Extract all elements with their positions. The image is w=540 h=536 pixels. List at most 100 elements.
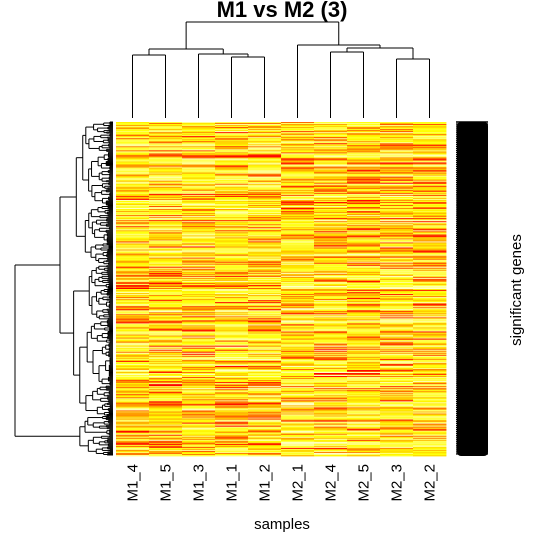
heatmap-cell [149, 261, 183, 264]
heatmap-cell [248, 124, 282, 126]
heatmap-cell [215, 334, 249, 336]
heatmap-cell [116, 221, 150, 223]
heatmap-cell [248, 131, 282, 133]
heatmap-cell [380, 420, 414, 422]
heatmap-cell [182, 287, 216, 290]
heatmap-cell [314, 426, 348, 429]
heatmap-cell [413, 331, 447, 333]
heatmap-cell [149, 446, 183, 449]
heatmap-cell [182, 436, 216, 439]
heatmap-cell [380, 320, 414, 322]
heatmap-cell [182, 283, 216, 286]
heatmap-cell [380, 258, 414, 261]
heatmap-cell [281, 444, 315, 447]
heatmap-cell [215, 279, 249, 282]
heatmap-cell [149, 245, 183, 247]
heatmap-cell [413, 161, 447, 163]
heatmap-cell [281, 424, 315, 427]
heatmap-cell [248, 427, 282, 430]
heatmap-cell [215, 160, 249, 162]
heatmap-cell [248, 370, 282, 373]
heatmap-cell [380, 187, 414, 190]
heatmap-cell [380, 299, 414, 301]
heatmap-cell [215, 189, 249, 192]
heatmap-cell [116, 145, 150, 147]
heatmap-cell [182, 358, 216, 361]
heatmap-cell [116, 259, 150, 262]
heatmap-cell [248, 382, 282, 384]
heatmap-cell [215, 123, 249, 125]
heatmap-cell [413, 384, 447, 386]
heatmap-cell [314, 368, 348, 371]
heatmap-cell [380, 256, 414, 259]
heatmap-cell [314, 253, 348, 255]
heatmap-cell [347, 307, 381, 309]
heatmap-cell [215, 190, 249, 193]
heatmap-cell [248, 418, 282, 420]
heatmap-cell [149, 415, 183, 417]
heatmap-cell [215, 218, 249, 220]
heatmap-cell [347, 122, 381, 124]
heatmap-cell [413, 330, 447, 332]
heatmap-cell [413, 289, 447, 291]
heatmap-cell [413, 391, 447, 393]
heatmap-cell [116, 285, 150, 288]
heatmap-cell [347, 442, 381, 445]
heatmap-cell [347, 159, 381, 161]
heatmap-cell [149, 265, 183, 268]
heatmap-cell [116, 126, 150, 128]
heatmap-cell [116, 208, 150, 210]
heatmap-cell [116, 342, 150, 345]
heatmap-cell [281, 440, 315, 443]
heatmap-cell [413, 217, 447, 219]
heatmap-cell [347, 382, 381, 384]
heatmap-cell [116, 407, 150, 409]
heatmap-cell [149, 271, 183, 274]
heatmap-cell [380, 170, 414, 172]
heatmap-cell [347, 401, 381, 403]
heatmap-cell [413, 194, 447, 197]
heatmap-cell [182, 388, 216, 390]
heatmap-cell [314, 255, 348, 258]
heatmap-cell [413, 403, 447, 405]
heatmap-cell [314, 151, 348, 153]
heatmap-cell [413, 381, 447, 383]
heatmap-cell [281, 223, 315, 225]
row-labels-block [457, 122, 488, 456]
heatmap-cell [314, 277, 348, 280]
heatmap-cell [380, 157, 414, 159]
heatmap-cell [248, 137, 282, 139]
heatmap-cell [248, 333, 282, 335]
heatmap-cell [149, 182, 183, 185]
heatmap-cell [413, 319, 447, 321]
heatmap-cell [413, 134, 447, 136]
heatmap-cell [116, 257, 150, 260]
heatmap-cell [149, 137, 183, 139]
heatmap-cell [248, 283, 282, 286]
heatmap-cell [281, 204, 315, 207]
heatmap-cell [215, 201, 249, 204]
heatmap-cell [314, 414, 348, 416]
heatmap-cell [380, 188, 414, 191]
heatmap-cell [248, 387, 282, 389]
heatmap-cell [314, 290, 348, 292]
heatmap-cell [281, 134, 315, 136]
heatmap-cell [149, 262, 183, 265]
heatmap-cell [149, 425, 183, 428]
heatmap-cell [182, 416, 216, 418]
heatmap-cell [380, 222, 414, 224]
heatmap-cell [380, 148, 414, 150]
heatmap-cell [215, 409, 249, 411]
heatmap-cell [116, 389, 150, 391]
heatmap-cell [182, 385, 216, 387]
heatmap-cell [215, 243, 249, 245]
heatmap-cell [248, 143, 282, 145]
heatmap-cell [281, 198, 315, 201]
heatmap-cell [347, 289, 381, 291]
heatmap-cell [347, 244, 381, 246]
heatmap-cell [215, 328, 249, 330]
heatmap-cell [182, 224, 216, 226]
heatmap-cell [116, 308, 150, 310]
heatmap-cell [182, 366, 216, 369]
heatmap-cell [314, 321, 348, 323]
